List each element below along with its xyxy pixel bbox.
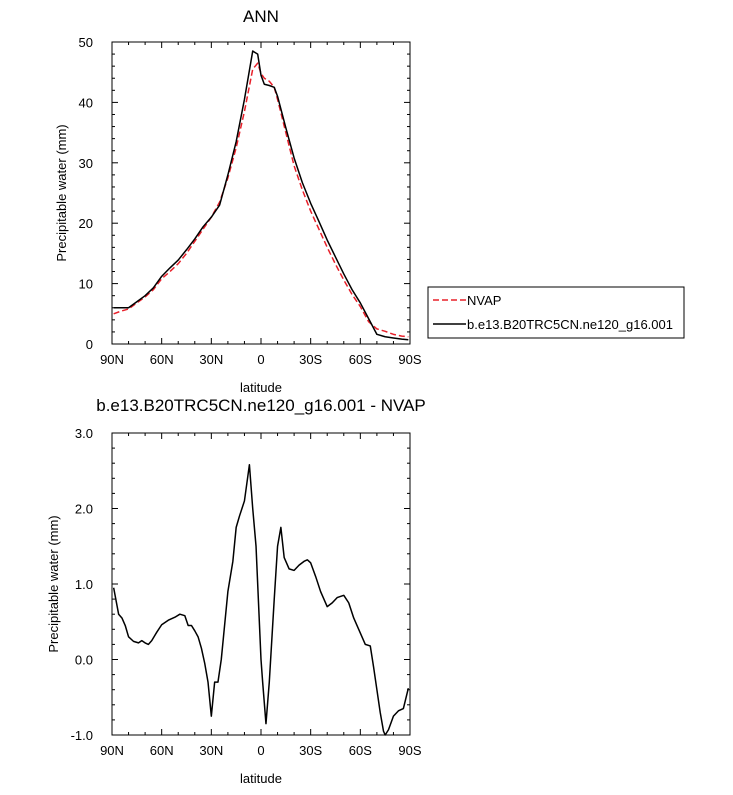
- bottom-y-tick-label: 3.0: [75, 426, 93, 441]
- top-chart-title: ANN: [243, 7, 279, 26]
- bottom-chart-frame: [111, 432, 411, 736]
- top-y-tick-label: 40: [79, 95, 93, 110]
- bottom-y-tick-label: -1.0: [71, 728, 93, 743]
- top-series-line-1: [113, 50, 409, 341]
- top-x-tick-label: 30S: [299, 352, 322, 367]
- top-chart-y-axis-label: Precipitable water (mm): [54, 124, 69, 261]
- bottom-series-line-0: [112, 463, 410, 736]
- top-chart-legend: NVAP b.e13.B20TRC5CN.ne120_g16.001: [427, 286, 685, 339]
- top-series-line-0: [113, 62, 409, 338]
- bottom-x-tick-label: 60N: [150, 743, 174, 758]
- bottom-y-tick-label: 2.0: [75, 502, 93, 517]
- legend-box: [427, 286, 685, 339]
- bottom-x-tick-label: 90N: [100, 743, 124, 758]
- top-chart-plot-area: 90N 60N 30N 0 30S 60S 90S 0 10 20 30 40 50: [79, 35, 422, 367]
- bottom-chart-panel: b.e13.B20TRC5CN.ne120_g16.001 - NVAP 90N…: [46, 396, 426, 786]
- legend-label-nvap: NVAP: [467, 293, 501, 308]
- legend-label-model: b.e13.B20TRC5CN.ne120_g16.001: [467, 317, 673, 332]
- top-x-tick-label: 60N: [150, 352, 174, 367]
- top-y-tick-label: 0: [86, 337, 93, 352]
- bottom-y-tick-label: 0.0: [75, 653, 93, 668]
- top-chart-series-group: [113, 50, 409, 341]
- bottom-chart-ticks: 90N 60N 30N 0 30S 60S 90S -1.0 0.0 1.0 2.0 3.0: [71, 426, 422, 758]
- top-y-tick-label: 20: [79, 216, 93, 231]
- top-chart-x-axis-label: latitude: [240, 380, 282, 395]
- bottom-x-tick-label: 60S: [349, 743, 372, 758]
- top-x-tick-label: 0: [257, 352, 264, 367]
- top-x-tick-label: 90S: [398, 352, 421, 367]
- bottom-x-tick-label: 30S: [299, 743, 322, 758]
- bottom-chart-plot-area: 90N 60N 30N 0 30S 60S 90S -1.0 0.0 1.0 2.0 3.0: [71, 426, 422, 758]
- bottom-chart-x-axis-label: latitude: [240, 771, 282, 786]
- bottom-x-tick-label: 0: [257, 743, 264, 758]
- top-x-tick-label: 60S: [349, 352, 372, 367]
- top-chart-frame: [111, 41, 411, 345]
- bottom-y-tick-label: 1.0: [75, 577, 93, 592]
- bottom-x-tick-label: 30N: [199, 743, 223, 758]
- bottom-chart-y-axis-label: Precipitable water (mm): [46, 515, 61, 652]
- top-y-tick-label: 50: [79, 35, 93, 50]
- top-y-tick-label: 10: [79, 277, 93, 292]
- top-y-tick-label: 30: [79, 156, 93, 171]
- top-x-tick-label: 30N: [199, 352, 223, 367]
- bottom-x-tick-label: 90S: [398, 743, 421, 758]
- bottom-chart-title: b.e13.B20TRC5CN.ne120_g16.001 - NVAP: [96, 396, 426, 415]
- top-chart-ticks: 90N 60N 30N 0 30S 60S 90S 0 10 20 30 40 50: [79, 35, 422, 367]
- top-x-tick-label: 90N: [100, 352, 124, 367]
- top-chart-panel: ANN 90N 60N 30N 0 30S 60S 90S 0 10 20 30 40 50 latit…: [54, 7, 685, 395]
- bottom-chart-series-group: [112, 463, 410, 736]
